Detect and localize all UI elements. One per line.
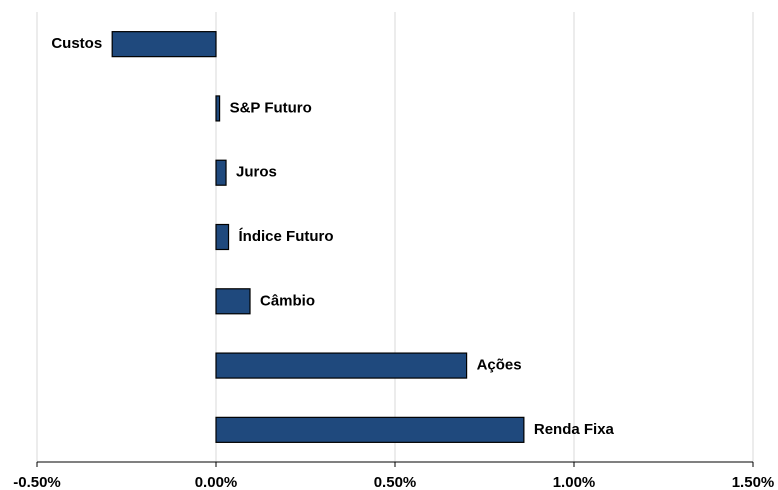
x-tick-label: 0.50% — [374, 474, 417, 490]
category-label: Ações — [477, 357, 522, 374]
category-label: Câmbio — [260, 292, 315, 309]
bar — [215, 352, 468, 379]
x-tick-label: 0.00% — [195, 474, 238, 490]
bar — [215, 416, 525, 443]
bar — [111, 31, 217, 58]
x-tick-label: 1.00% — [553, 474, 596, 490]
category-label: S&P Futuro — [230, 99, 312, 116]
category-label: Juros — [236, 164, 277, 181]
category-label: Custos — [51, 35, 102, 52]
bar — [215, 159, 227, 186]
category-label: Renda Fixa — [534, 421, 615, 438]
x-tick-label: -0.50% — [13, 474, 61, 490]
bar — [215, 223, 230, 251]
bar — [215, 288, 251, 315]
category-label: Índice Futuro — [239, 228, 334, 245]
x-tick-label: 1.50% — [732, 474, 775, 490]
bar — [215, 95, 221, 122]
